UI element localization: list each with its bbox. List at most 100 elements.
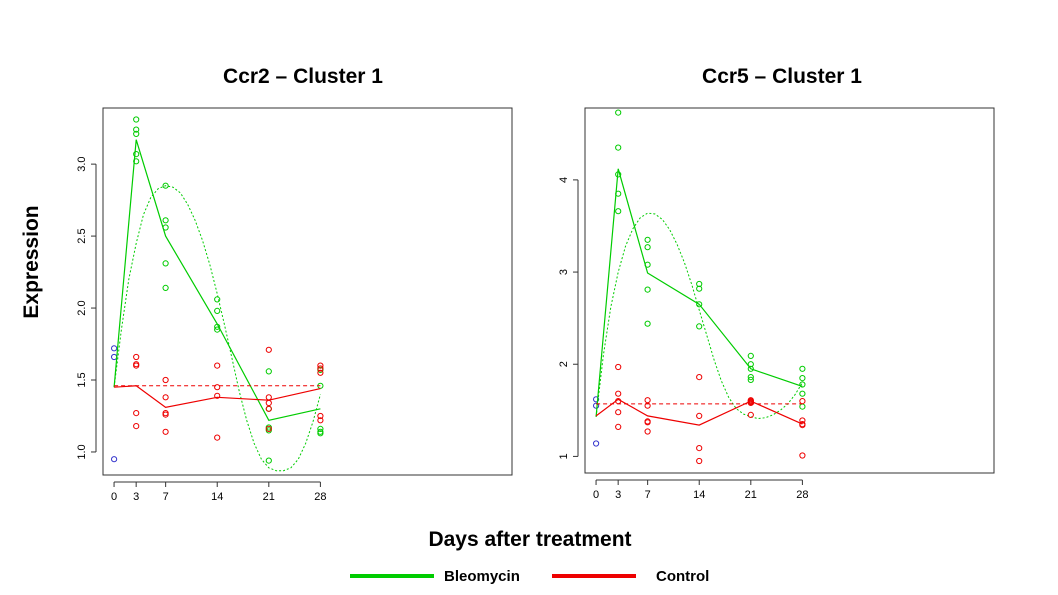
data-point-bleomycin [265, 368, 272, 375]
data-point-bleomycin [265, 457, 272, 464]
data-point-baseline [593, 396, 600, 403]
data-point-bleomycin [799, 381, 806, 388]
data-point-control [799, 398, 806, 405]
data-point-control [265, 394, 272, 401]
data-point-bleomycin [162, 260, 169, 267]
data-point-baseline [111, 353, 118, 361]
y-tick-label: 3.0 [76, 156, 88, 171]
data-point-bleomycin [133, 158, 140, 165]
data-point-control [162, 376, 169, 384]
data-point-bleomycin [644, 236, 651, 243]
data-point-bleomycin [799, 390, 806, 397]
data-point-control [214, 434, 221, 441]
data-point-bleomycin [162, 182, 169, 189]
x-tick-label: 3 [615, 489, 621, 501]
data-point-baseline [593, 402, 600, 409]
data-point-control [162, 428, 169, 435]
data-point-control [799, 417, 806, 424]
y-axis-label: Expression [20, 205, 43, 318]
data-point-control [214, 362, 221, 369]
data-point-control [317, 369, 324, 376]
series-bleomycin-ccr5 [595, 109, 806, 420]
data-point-bleomycin [644, 286, 651, 293]
data-point-bleomycin [696, 323, 703, 330]
data-point-bleomycin [696, 301, 703, 308]
data-point-bleomycin [615, 208, 622, 215]
data-point-control [317, 365, 324, 372]
data-point-control [615, 363, 622, 371]
x-axis-ccr5: 0 3 7 14 21 28 [593, 479, 809, 501]
data-point-control [644, 402, 651, 409]
data-point-baseline [593, 440, 600, 447]
data-point-bleomycin [799, 365, 806, 372]
x-tick-label: 28 [314, 491, 326, 503]
legend-label-control: Control [656, 568, 709, 585]
data-point-bleomycin [214, 323, 221, 330]
data-point-control [317, 412, 324, 420]
plot-frame-ccr5 [584, 107, 995, 474]
data-point-bleomycin [644, 261, 651, 268]
x-tick-label: 21 [263, 491, 275, 503]
series-bleomycin-ccr2 [113, 116, 324, 472]
x-axis-label: Days after treatment [428, 528, 631, 551]
data-point-control [133, 362, 140, 369]
chart-title-ccr2: Ccr2 – Cluster 1 [223, 65, 383, 88]
data-point-bleomycin [615, 190, 622, 197]
data-point-control [214, 392, 221, 399]
data-point-bleomycin [162, 217, 169, 224]
data-point-control [644, 428, 651, 435]
y-axis-ccr2: 1.0 1.5 2.0 2.5 3.0 [76, 156, 97, 460]
data-point-control [615, 390, 622, 397]
data-point-control [265, 399, 272, 407]
y-tick-label: 2.5 [76, 228, 88, 243]
y-tick-label: 2.0 [76, 300, 88, 315]
data-point-bleomycin [615, 109, 622, 116]
y-tick-label: 2 [558, 361, 570, 367]
data-point-bleomycin [615, 144, 622, 151]
smooth-fit-bleomycin [595, 212, 803, 420]
panel-ccr2: Ccr2 – Cluster 1 0 3 7 14 21 28 1.0 1.5 2.0 2.5 3.0 [76, 65, 513, 503]
mean-line-bleomycin [113, 139, 321, 421]
data-point-bleomycin [747, 352, 754, 359]
data-point-control [747, 411, 754, 418]
data-point-bleomycin [747, 374, 754, 381]
x-tick-label: 7 [645, 489, 651, 501]
data-point-bleomycin [644, 244, 651, 251]
chart-title-ccr5: Ccr5 – Cluster 1 [702, 65, 862, 88]
mean-line-bleomycin [595, 168, 803, 417]
data-point-bleomycin [747, 361, 754, 368]
y-tick-label: 1.0 [76, 444, 88, 459]
y-tick-label: 4 [558, 177, 570, 183]
data-point-control [317, 362, 324, 369]
legend-label-bleomycin: Bleomycin [444, 568, 520, 585]
x-tick-label: 14 [211, 491, 223, 503]
data-point-bleomycin [799, 375, 806, 382]
data-point-control [615, 409, 622, 416]
series-baseline-ccr5 [593, 396, 600, 447]
data-point-control [615, 423, 622, 430]
data-point-control [644, 397, 651, 404]
data-point-control [162, 394, 169, 401]
data-point-control [615, 398, 622, 405]
data-point-control [133, 353, 140, 361]
x-tick-label: 0 [593, 489, 599, 501]
data-point-control [696, 374, 703, 381]
x-axis-ccr2: 0 3 7 14 21 28 [111, 481, 327, 503]
data-point-bleomycin [799, 403, 806, 410]
data-point-control [747, 397, 754, 404]
data-point-bleomycin [615, 171, 622, 178]
data-point-bleomycin [162, 284, 169, 291]
x-tick-label: 3 [133, 491, 139, 503]
data-point-control [799, 422, 806, 429]
data-point-control [162, 411, 169, 418]
x-tick-label: 7 [163, 491, 169, 503]
x-tick-label: 21 [745, 489, 757, 501]
data-point-bleomycin [317, 430, 324, 437]
data-point-control [265, 425, 272, 432]
data-point-control [696, 412, 703, 419]
data-point-control [265, 346, 272, 353]
legend: Bleomycin Control [350, 568, 709, 585]
data-point-control [265, 405, 272, 412]
panel-ccr5: Ccr5 – Cluster 1 0 3 7 14 21 28 1 2 3 4 [558, 65, 995, 501]
